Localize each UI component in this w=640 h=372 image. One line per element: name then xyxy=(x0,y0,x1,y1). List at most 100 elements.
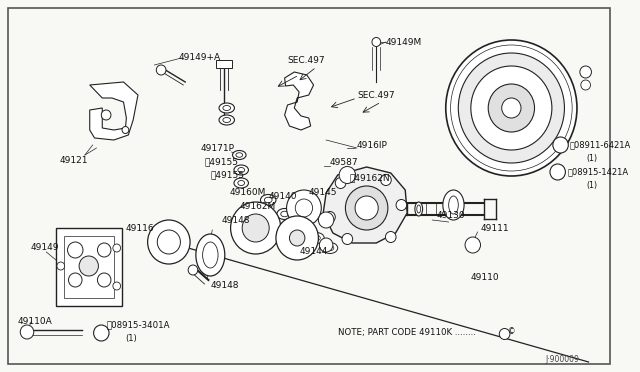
Circle shape xyxy=(581,80,591,90)
Ellipse shape xyxy=(223,118,230,122)
Text: 4916IP: 4916IP xyxy=(357,141,388,150)
Circle shape xyxy=(68,273,82,287)
Circle shape xyxy=(276,216,318,260)
Text: 49587: 49587 xyxy=(330,157,358,167)
Circle shape xyxy=(488,84,534,132)
Circle shape xyxy=(289,230,305,246)
Polygon shape xyxy=(90,82,138,140)
Ellipse shape xyxy=(323,243,338,253)
Circle shape xyxy=(550,164,565,180)
Text: 49149: 49149 xyxy=(31,244,60,253)
Text: NOTE; PART CODE 49110K ........: NOTE; PART CODE 49110K ........ xyxy=(338,327,476,337)
Text: Ⓘ49155: Ⓘ49155 xyxy=(205,157,239,167)
Polygon shape xyxy=(323,167,407,243)
Circle shape xyxy=(148,220,190,264)
Text: ©: © xyxy=(508,327,515,337)
Ellipse shape xyxy=(308,232,324,244)
Bar xyxy=(56,228,122,306)
Circle shape xyxy=(318,212,334,228)
Circle shape xyxy=(122,126,129,134)
Circle shape xyxy=(580,66,591,78)
Text: Ⓘ49162N: Ⓘ49162N xyxy=(349,173,390,183)
Ellipse shape xyxy=(238,167,244,173)
Text: 49110A: 49110A xyxy=(17,317,52,327)
Ellipse shape xyxy=(326,245,334,251)
Circle shape xyxy=(335,177,346,189)
Circle shape xyxy=(502,98,521,118)
Circle shape xyxy=(339,167,356,183)
Circle shape xyxy=(188,265,198,275)
Circle shape xyxy=(20,325,34,339)
Ellipse shape xyxy=(234,178,248,188)
Circle shape xyxy=(97,243,111,257)
Text: 49148: 49148 xyxy=(211,280,239,289)
Circle shape xyxy=(319,238,333,252)
Ellipse shape xyxy=(219,103,234,113)
Circle shape xyxy=(465,237,481,253)
Text: Ⓥ08915-1421A: Ⓥ08915-1421A xyxy=(567,167,628,176)
Text: Ⓞ08911-6421A: Ⓞ08911-6421A xyxy=(569,141,630,150)
Text: J·900009: J·900009 xyxy=(545,356,579,365)
Circle shape xyxy=(157,230,180,254)
Circle shape xyxy=(396,199,406,211)
Text: 49148: 49148 xyxy=(222,215,250,224)
Polygon shape xyxy=(285,72,314,130)
Ellipse shape xyxy=(236,153,243,157)
Circle shape xyxy=(57,262,65,270)
Text: 49116: 49116 xyxy=(125,224,154,232)
Circle shape xyxy=(499,328,510,340)
Circle shape xyxy=(113,244,120,252)
Ellipse shape xyxy=(449,196,458,214)
Text: SEC.497: SEC.497 xyxy=(287,55,325,64)
Text: (1): (1) xyxy=(125,334,137,343)
Circle shape xyxy=(355,196,378,220)
Ellipse shape xyxy=(297,225,305,231)
Circle shape xyxy=(458,53,564,163)
Text: 49110: 49110 xyxy=(471,273,499,282)
Ellipse shape xyxy=(234,165,248,175)
Circle shape xyxy=(113,282,120,290)
Text: Ⓘ49155: Ⓘ49155 xyxy=(211,170,244,180)
Circle shape xyxy=(346,186,388,230)
Text: Ⓠ08915-3401A: Ⓠ08915-3401A xyxy=(106,321,170,330)
Circle shape xyxy=(342,234,353,244)
Circle shape xyxy=(445,40,577,176)
Circle shape xyxy=(553,137,568,153)
Ellipse shape xyxy=(443,190,464,220)
Ellipse shape xyxy=(417,205,420,213)
Circle shape xyxy=(156,65,166,75)
Text: (1): (1) xyxy=(587,154,598,163)
Ellipse shape xyxy=(260,195,276,205)
FancyBboxPatch shape xyxy=(8,8,610,364)
Ellipse shape xyxy=(203,242,218,268)
Ellipse shape xyxy=(196,234,225,276)
Text: 49144: 49144 xyxy=(299,247,328,257)
Ellipse shape xyxy=(415,202,422,216)
Text: 49162M: 49162M xyxy=(239,202,276,211)
Ellipse shape xyxy=(219,115,234,125)
Text: 49111: 49111 xyxy=(481,224,509,232)
Bar xyxy=(63,236,114,298)
Text: 49140: 49140 xyxy=(268,192,297,201)
Circle shape xyxy=(97,273,111,287)
Bar xyxy=(216,60,232,68)
Circle shape xyxy=(68,242,83,258)
Circle shape xyxy=(381,174,391,186)
Ellipse shape xyxy=(277,208,292,219)
Ellipse shape xyxy=(312,235,321,241)
Text: SEC.497: SEC.497 xyxy=(357,90,395,99)
Text: 49145: 49145 xyxy=(308,187,337,196)
Ellipse shape xyxy=(232,151,246,160)
Text: 49130: 49130 xyxy=(436,211,465,219)
Ellipse shape xyxy=(281,211,289,217)
Text: 49149+A: 49149+A xyxy=(179,52,221,61)
Circle shape xyxy=(324,212,335,222)
Circle shape xyxy=(230,202,281,254)
Ellipse shape xyxy=(293,222,308,234)
Circle shape xyxy=(242,214,269,242)
Circle shape xyxy=(287,190,321,226)
Circle shape xyxy=(93,325,109,341)
Text: (1): (1) xyxy=(587,180,598,189)
Circle shape xyxy=(79,256,99,276)
Circle shape xyxy=(372,38,381,46)
